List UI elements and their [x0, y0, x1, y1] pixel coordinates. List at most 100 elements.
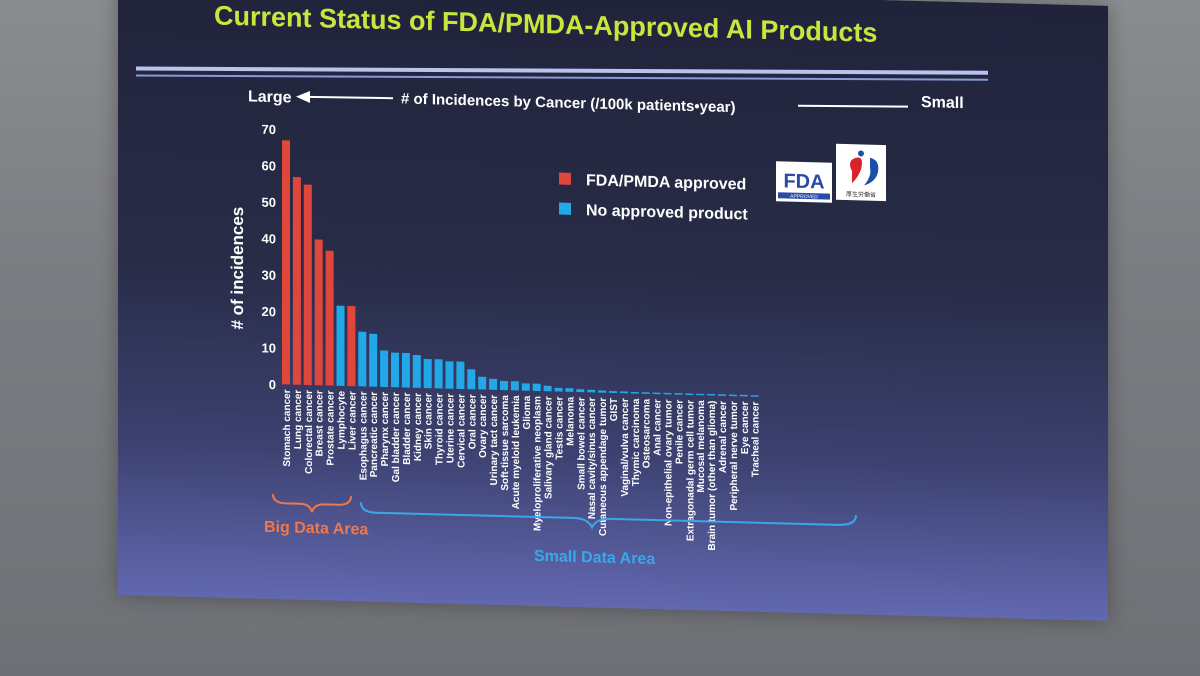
- x-tick-label: Stomach cancer: [282, 389, 293, 467]
- bar-not-approved: [401, 352, 410, 388]
- bar-not-approved: [587, 389, 596, 393]
- x-tick-label: Glioma: [522, 395, 533, 430]
- x-tick-label: Colorectal cancer: [304, 390, 315, 474]
- bar-not-approved: [707, 393, 716, 396]
- fda-approved-logo: FDA APPROVED: [776, 161, 832, 203]
- bar-not-approved: [728, 394, 737, 397]
- x-tick-label: Cervical cancer: [456, 394, 467, 468]
- y-tick-label: 60: [262, 158, 276, 173]
- bar-not-approved: [380, 350, 389, 388]
- x-tick-label: Lung cancer: [293, 389, 304, 449]
- mhlw-logo: 厚生労働省: [836, 143, 886, 202]
- x-tick-label: Anal cancer: [653, 399, 664, 456]
- x-tick-label: Eye cancer: [740, 401, 751, 454]
- bar-approved: [314, 239, 323, 386]
- x-tick-label: Acute myeloid leukemia: [511, 395, 522, 510]
- bar-approved: [282, 140, 290, 385]
- x-tick-label: Non-epithelial ovary tumor: [664, 399, 675, 526]
- bar-not-approved: [532, 383, 541, 392]
- bar-approved: [347, 305, 356, 387]
- fda-logo-text: FDA: [783, 170, 824, 193]
- x-tick-label: Testis cancer: [555, 396, 566, 460]
- bar-not-approved: [619, 391, 628, 394]
- bar-not-approved: [478, 376, 487, 390]
- x-tick-label: Small bowel cancer: [576, 397, 587, 490]
- x-tick-label: Osteosarcoma: [642, 398, 653, 468]
- x-tick-label: Salivary gland cancer: [544, 396, 555, 499]
- x-tick-label: Lymphocyte: [337, 390, 348, 449]
- x-tick-label: Vaginal/vulva cancer: [620, 398, 631, 497]
- bar-not-approved: [489, 378, 498, 390]
- x-tick-label: Thyroid cancer: [435, 393, 446, 465]
- y-tick-label: 0: [269, 377, 276, 392]
- big-data-area-label: Big Data Area: [264, 519, 368, 539]
- fda-logo-sub: APPROVED: [790, 194, 818, 201]
- x-tick-label: Urinary tact cancer: [489, 395, 500, 486]
- x-tick-label: Tracheal cancer: [751, 401, 762, 477]
- bar-not-approved: [576, 389, 585, 393]
- large-label: Large: [248, 88, 292, 106]
- y-tick-label: 40: [262, 231, 276, 246]
- x-tick-label: Adrenal cancer: [718, 401, 729, 474]
- bar-not-approved: [674, 393, 683, 395]
- bar-not-approved: [391, 352, 399, 388]
- x-tick-label: Mucosal melanoma: [696, 400, 707, 493]
- bar-not-approved: [718, 394, 726, 396]
- x-tick-label: Bladder cancer: [402, 392, 413, 465]
- x-tick-label: Oral cancer: [467, 394, 478, 449]
- bar-not-approved: [445, 361, 454, 389]
- bar-not-approved: [630, 391, 639, 394]
- x-tick-label: Breast cancer: [315, 390, 326, 457]
- bar-not-approved: [696, 393, 705, 396]
- title-rule-lower: [135, 74, 989, 81]
- bar-not-approved: [750, 395, 759, 397]
- title-rule-upper: [135, 66, 989, 75]
- bar-not-approved: [336, 305, 345, 386]
- x-tick-label: Gal bladder cancer: [391, 392, 402, 482]
- bar-not-approved: [609, 391, 617, 394]
- x-tick-label: Cutaneous appendage tumor: [598, 397, 609, 536]
- x-tick-label: Melanoma: [565, 396, 576, 446]
- x-tick-label: Pancreatic cancer: [369, 391, 380, 477]
- y-tick-label: 30: [262, 267, 276, 282]
- y-tick-label: 20: [262, 304, 276, 319]
- bar-not-approved: [510, 381, 519, 391]
- x-tick-label: Penile cancer: [674, 399, 685, 464]
- legend-swatch-approved: [559, 172, 571, 185]
- right-rule: [797, 104, 909, 108]
- x-tick-label: Ovary cancer: [478, 394, 489, 458]
- bar-not-approved: [565, 388, 574, 392]
- bar-not-approved: [652, 392, 661, 395]
- mhlw-logo-sub: 厚生労働省: [846, 190, 876, 199]
- bar-not-approved: [369, 333, 378, 387]
- bar-approved: [292, 176, 301, 385]
- x-tick-label: Soft-tissue sarcoma: [500, 395, 511, 491]
- bar-not-approved: [521, 383, 530, 391]
- bar-not-approved: [434, 359, 443, 389]
- y-axis-label: # of incidences: [228, 206, 247, 329]
- slide: Current Status of FDA/PMDA-Approved AI P…: [118, 0, 1108, 621]
- x-tick-label: Skin cancer: [424, 393, 435, 450]
- bar-not-approved: [456, 361, 465, 390]
- slide-title: Current Status of FDA/PMDA-Approved AI P…: [214, 1, 877, 48]
- x-tick-label: GIST: [609, 398, 620, 422]
- x-tick-label: Myeloproliferative neoplasm: [533, 396, 544, 531]
- bar-not-approved: [641, 392, 650, 394]
- bar-not-approved: [467, 369, 476, 390]
- bar-not-approved: [423, 358, 432, 389]
- small-data-brace: [360, 502, 857, 530]
- x-tick-label: Liver cancer: [347, 391, 358, 450]
- slide-canvas: Current Status of FDA/PMDA-Approved AI P…: [135, 1, 989, 568]
- y-axis-ticks: 0 10 20 30 40 50 60 70: [262, 122, 276, 392]
- legend-swatch-not-approved: [559, 202, 571, 215]
- left-arrow-icon: [296, 91, 394, 104]
- x-tick-label: Nasal cavity/sinus cancer: [587, 397, 598, 519]
- big-data-brace: [272, 494, 352, 513]
- bar-not-approved: [543, 385, 552, 392]
- y-tick-label: 10: [262, 340, 276, 355]
- legend-approved-label: FDA/PMDA approved: [586, 172, 746, 193]
- bar-approved: [325, 250, 334, 386]
- x-tick-label: Pharynx cancer: [380, 392, 391, 467]
- bar-not-approved: [412, 354, 421, 388]
- bar-approved: [303, 184, 312, 386]
